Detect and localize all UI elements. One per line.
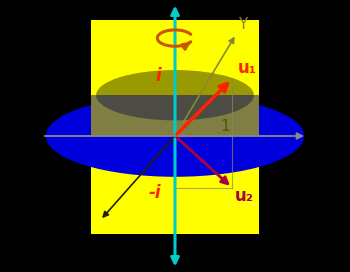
- Ellipse shape: [46, 95, 304, 177]
- Polygon shape: [91, 20, 259, 234]
- Polygon shape: [91, 20, 259, 136]
- Text: -i: -i: [148, 184, 161, 202]
- Text: Y: Y: [238, 17, 248, 32]
- Text: i: i: [156, 67, 162, 85]
- Polygon shape: [91, 95, 259, 136]
- Ellipse shape: [96, 70, 254, 120]
- Text: u₁: u₁: [238, 59, 257, 77]
- Text: u₂: u₂: [235, 187, 254, 205]
- Text: 1: 1: [220, 119, 230, 134]
